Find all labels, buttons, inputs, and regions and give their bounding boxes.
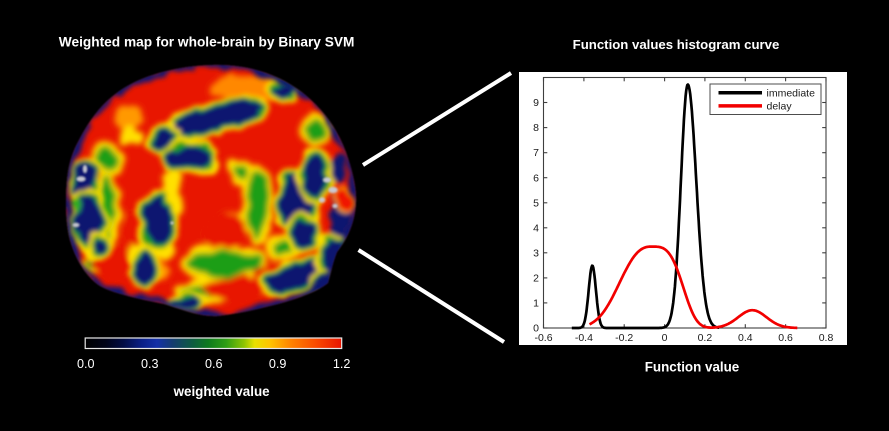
svg-text:1: 1 bbox=[533, 298, 539, 310]
svg-text:-0.4: -0.4 bbox=[575, 332, 593, 344]
svg-text:5: 5 bbox=[533, 197, 539, 209]
svg-text:9: 9 bbox=[533, 97, 539, 109]
svg-text:delay: delay bbox=[767, 101, 793, 113]
svg-text:0.6: 0.6 bbox=[205, 357, 223, 371]
svg-text:4: 4 bbox=[533, 222, 539, 234]
svg-text:Weighted map for whole-brain b: Weighted map for whole-brain by Binary S… bbox=[59, 35, 355, 50]
svg-text:0: 0 bbox=[533, 323, 539, 335]
svg-text:0.9: 0.9 bbox=[269, 357, 287, 371]
svg-text:0.8: 0.8 bbox=[819, 332, 834, 344]
svg-text:2: 2 bbox=[533, 273, 539, 285]
svg-text:0.4: 0.4 bbox=[738, 332, 753, 344]
svg-text:6: 6 bbox=[533, 172, 539, 184]
svg-text:-0.6: -0.6 bbox=[534, 332, 552, 344]
svg-text:0.0: 0.0 bbox=[77, 357, 95, 371]
svg-text:0.3: 0.3 bbox=[141, 357, 159, 371]
svg-text:0.2: 0.2 bbox=[698, 332, 713, 344]
svg-text:immediate: immediate bbox=[767, 87, 816, 99]
svg-text:3: 3 bbox=[533, 247, 539, 259]
svg-text:1.2: 1.2 bbox=[333, 357, 351, 371]
svg-text:Function value: Function value bbox=[645, 360, 740, 375]
svg-text:8: 8 bbox=[533, 122, 539, 134]
svg-text:7: 7 bbox=[533, 147, 539, 159]
svg-text:0.6: 0.6 bbox=[778, 332, 793, 344]
svg-text:-0.2: -0.2 bbox=[615, 332, 633, 344]
svg-text:0: 0 bbox=[662, 332, 668, 344]
svg-text:Function values histogram curv: Function values histogram curve bbox=[573, 37, 780, 52]
svg-text:weighted value: weighted value bbox=[173, 384, 270, 399]
